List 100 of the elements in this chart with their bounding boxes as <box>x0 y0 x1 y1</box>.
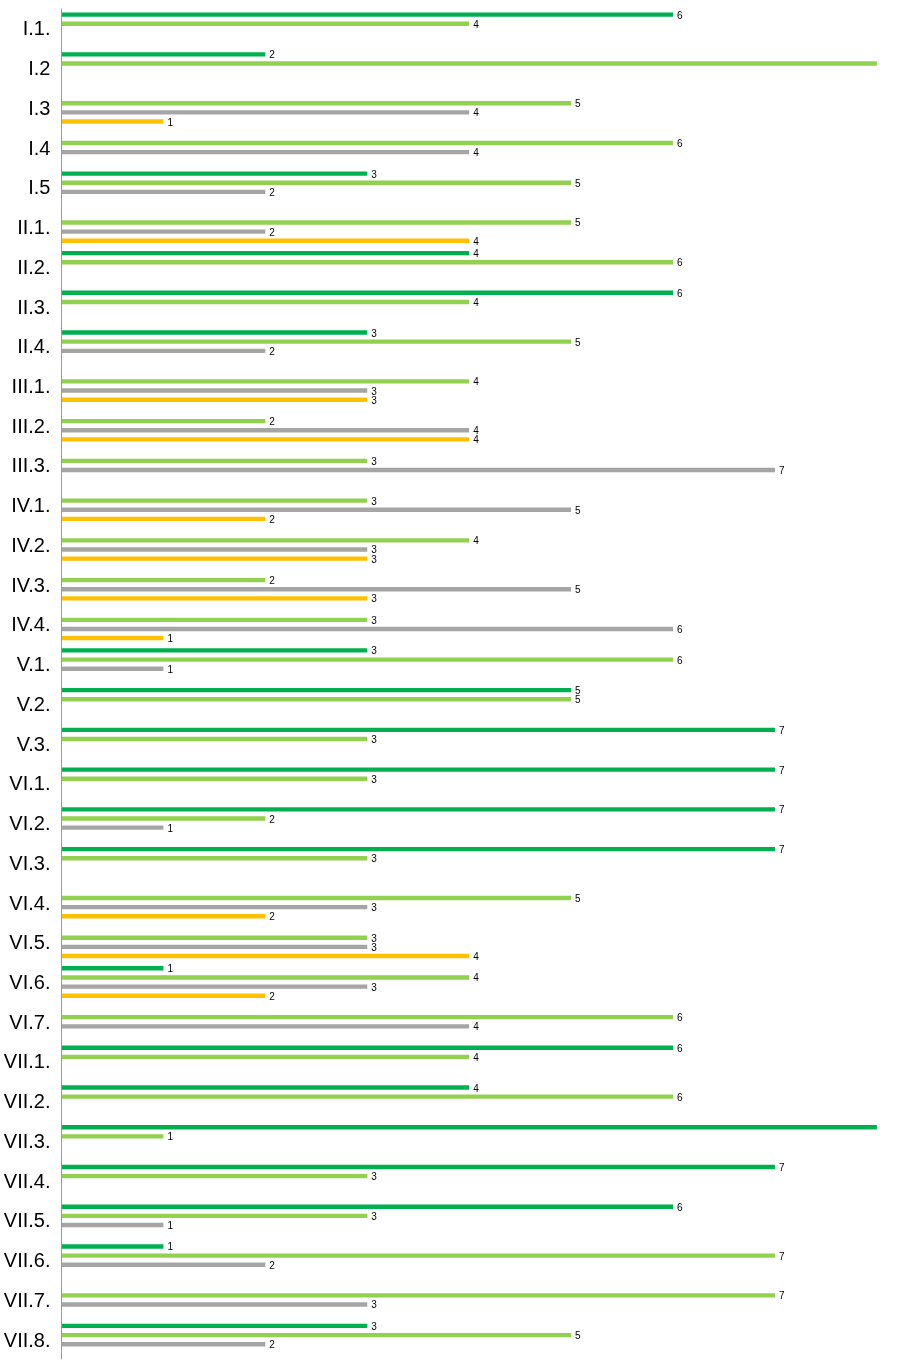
data-label: 3 <box>371 773 378 785</box>
data-label: 3 <box>371 932 378 944</box>
data-label: 4 <box>473 972 480 984</box>
data-label: 1 <box>167 963 174 975</box>
bar <box>61 687 572 693</box>
data-label: 5 <box>575 98 582 110</box>
bar <box>61 1244 164 1249</box>
y-tick-label: IV.1. <box>11 494 51 517</box>
data-label: 3 <box>371 981 378 993</box>
data-label: 6 <box>677 623 684 635</box>
data-label: 2 <box>269 345 276 357</box>
data-label: 2 <box>269 186 276 198</box>
bar <box>61 379 470 384</box>
data-label: 2 <box>269 990 276 1002</box>
y-tick-label: I.2 <box>28 57 51 80</box>
bar <box>61 238 470 243</box>
data-label: 6 <box>677 654 684 666</box>
bar <box>61 1125 877 1130</box>
bar <box>61 966 164 971</box>
bar <box>61 458 368 464</box>
data-label: 2 <box>269 575 276 587</box>
data-label: 4 <box>473 425 480 437</box>
bar <box>61 220 572 225</box>
bar <box>61 119 164 124</box>
y-tick-label: I.3 <box>28 96 51 119</box>
data-label: 5 <box>575 336 582 348</box>
bar <box>61 776 368 781</box>
bar <box>61 516 266 522</box>
y-tick-label: IV.2. <box>11 533 51 556</box>
data-label: 6 <box>677 1012 684 1024</box>
data-label: 7 <box>778 844 785 856</box>
y-tick-label: VI.7. <box>9 1010 51 1033</box>
y-tick-label: VI.2. <box>9 812 51 835</box>
data-label: 4 <box>473 248 480 260</box>
data-label: 3 <box>371 168 378 180</box>
y-tick-label: III.3. <box>11 454 51 477</box>
data-label: 1 <box>167 116 174 128</box>
data-label: 4 <box>473 235 480 247</box>
bar <box>61 697 572 702</box>
bar <box>61 61 877 66</box>
y-tick-label: I.5 <box>28 176 51 199</box>
data-label: 6 <box>677 287 684 299</box>
data-label: 3 <box>371 544 378 556</box>
data-label: 2 <box>269 813 276 825</box>
data-label: 4 <box>473 950 480 962</box>
bar <box>61 993 266 998</box>
y-tick-label: VI.1. <box>9 772 51 795</box>
data-label: 1 <box>167 1241 174 1253</box>
bar <box>61 1332 572 1338</box>
data-label: 3 <box>371 614 378 626</box>
data-label: 4 <box>473 1021 480 1033</box>
y-tick-label: II.1. <box>17 216 51 239</box>
bar <box>61 635 164 641</box>
bar <box>61 1054 470 1060</box>
bar <box>61 953 470 959</box>
data-label: 7 <box>778 465 785 477</box>
data-label: 7 <box>778 1250 785 1262</box>
data-label: 5 <box>575 584 582 596</box>
data-label: 4 <box>473 18 480 30</box>
data-label: 5 <box>575 685 582 697</box>
y-tick-label: IV.4. <box>11 613 51 636</box>
y-tick-label: II.2. <box>17 255 51 278</box>
bar <box>61 1293 775 1298</box>
bar <box>61 397 368 402</box>
bar <box>61 12 674 17</box>
bar <box>61 1014 674 1020</box>
bar <box>61 1094 674 1099</box>
bar <box>61 437 470 442</box>
bar <box>61 299 470 305</box>
data-label: 2 <box>269 513 276 525</box>
bar <box>61 498 368 503</box>
bar <box>61 914 266 919</box>
data-label: 2 <box>269 911 276 923</box>
data-label: 1 <box>167 822 174 834</box>
data-label: 1 <box>167 663 174 675</box>
y-tick-label: VII.2. <box>3 1090 51 1113</box>
y-tick-label: II.3. <box>17 295 51 318</box>
y-tick-label: VII.6. <box>3 1249 51 1272</box>
data-label: 5 <box>575 177 582 189</box>
bar <box>61 657 674 662</box>
data-label: 7 <box>778 804 785 816</box>
data-label: 7 <box>778 764 785 776</box>
y-tick-label: V.3. <box>16 732 51 755</box>
data-label: 7 <box>778 1161 785 1173</box>
data-label: 3 <box>371 593 378 605</box>
data-label: 3 <box>371 1171 378 1183</box>
data-label: 2 <box>269 1339 276 1351</box>
y-tick-label: VII.7. <box>3 1288 51 1311</box>
data-label: 3 <box>371 902 378 914</box>
bar <box>61 856 368 861</box>
data-label: 5 <box>575 1330 582 1342</box>
bar <box>61 556 368 561</box>
data-label: 4 <box>473 1051 480 1063</box>
data-label: 6 <box>677 257 684 269</box>
bar <box>61 617 368 623</box>
data-label: 6 <box>677 1201 684 1213</box>
bar <box>61 1045 674 1050</box>
data-label: 3 <box>371 1320 378 1332</box>
data-label: 6 <box>677 9 684 21</box>
data-label: 3 <box>371 853 378 865</box>
